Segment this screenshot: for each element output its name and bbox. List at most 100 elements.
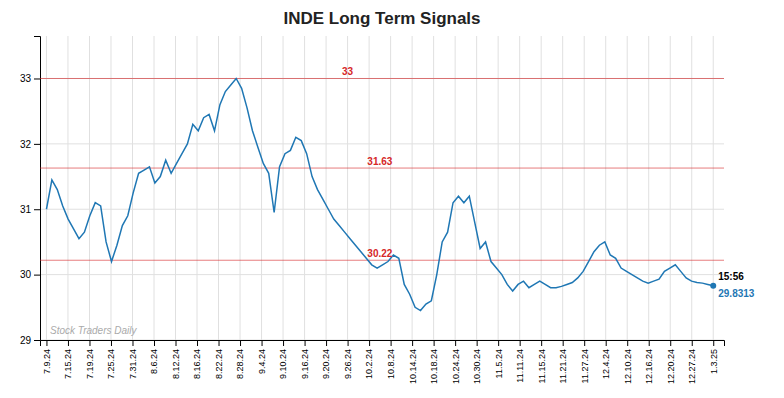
x-tick-label: 10.14.24 (407, 349, 417, 384)
x-tick-mark (412, 340, 413, 346)
y-tick-mark (34, 340, 40, 341)
x-tick: 8.16.24 (192, 340, 202, 379)
y-tick-label: 31 (20, 204, 32, 215)
signal-line (40, 260, 724, 261)
x-tick: 12.10.24 (623, 340, 633, 384)
x-tick-label: 7.15.24 (63, 349, 73, 379)
x-tick-label: 10.18.24 (429, 349, 439, 384)
grid-line (304, 36, 305, 340)
x-tick: 7.9.24 (42, 340, 52, 374)
signal-label: 30.22 (367, 248, 392, 259)
x-tick: 11.27.24 (580, 340, 590, 383)
grid-line (627, 36, 628, 340)
x-tick-label: 8.12.24 (171, 349, 181, 379)
x-tick-label: 11.27.24 (580, 349, 590, 383)
x-tick-label: 8.6.24 (149, 349, 159, 374)
x-tick-label: 8.22.24 (214, 349, 224, 379)
x-tick: 10.14.24 (407, 340, 417, 384)
labels: 3331.6330.22Stock Traders Daily15:5629.8… (50, 66, 755, 336)
grid-line (648, 36, 649, 340)
x-tick-label: 9.20.24 (321, 349, 331, 379)
x-tick: 7.19.24 (85, 340, 95, 379)
x-tick: 12.16.24 (644, 340, 654, 384)
x-tick-label: 10.2.24 (364, 349, 374, 379)
grid-line (132, 36, 133, 340)
y-tick-label: 32 (20, 139, 32, 150)
y-tick: 33 (20, 73, 40, 84)
y-axis-line (34, 37, 41, 341)
marks (40, 78, 724, 310)
x-tick-mark (348, 340, 349, 346)
x-tick: 12.4.24 (601, 340, 611, 379)
grid-line (154, 36, 155, 340)
y-tick: 31 (20, 204, 40, 215)
x-tick-label: 7.25.24 (106, 349, 116, 379)
x-tick: 9.26.24 (343, 340, 353, 379)
x-tick-mark (46, 340, 47, 346)
grid-line (519, 36, 520, 340)
grid-line (89, 36, 90, 340)
x-tick: 12.20.24 (666, 340, 676, 384)
x-tick-mark (670, 340, 671, 346)
x-tick-label: 10.8.24 (386, 349, 396, 379)
x-tick-mark (627, 340, 628, 346)
x-tick-label: 12.20.24 (666, 349, 676, 384)
x-tick-mark (391, 340, 392, 346)
grid-line (40, 78, 724, 79)
x-tick-label: 9.16.24 (300, 349, 310, 379)
grid-line (40, 274, 724, 275)
watermark: Stock Traders Daily (50, 325, 138, 336)
plot-area: 7.9.24 7.15.24 7.19.24 7.25.24 7.31.24 8.6.24… (20, 36, 755, 384)
x-tick-mark (541, 340, 542, 346)
x-axis-line (41, 341, 725, 347)
x-tick-mark (563, 340, 564, 346)
x-tick-label: 11.15.24 (537, 349, 547, 383)
x-tick-mark (434, 340, 435, 346)
y-tick-mark (34, 144, 40, 145)
x-tick-label: 11.11.24 (515, 349, 525, 383)
x-tick-label: 7.31.24 (128, 349, 138, 379)
x-axis: 7.9.24 7.15.24 7.19.24 7.25.24 7.31.24 8.6.24… (41, 340, 725, 384)
y-tick-label: 30 (20, 269, 32, 280)
x-tick-mark (68, 340, 69, 346)
x-tick-mark (305, 340, 306, 346)
x-tick-mark (262, 340, 263, 346)
x-tick: 11.11.24 (515, 340, 525, 383)
x-tick-label: 12.27.24 (687, 349, 697, 384)
x-tick-label: 10.30.24 (472, 349, 482, 384)
grid-line (240, 36, 241, 340)
x-tick-mark (520, 340, 521, 346)
x-tick: 8.22.24 (214, 340, 224, 379)
grid-line (110, 36, 111, 340)
grid-line (46, 36, 47, 340)
x-tick: 8.28.24 (235, 340, 245, 379)
chart: 7.9.24 7.15.24 7.19.24 7.25.24 7.31.24 8.6.24… (0, 0, 784, 398)
grid-line (455, 36, 456, 340)
y-tick: 32 (20, 139, 40, 150)
title: INDE Long Term Signals (283, 9, 480, 28)
grid-line (691, 36, 692, 340)
x-tick: 10.24.24 (451, 340, 461, 384)
x-tick-label: 7.9.24 (42, 349, 52, 374)
x-tick-mark (219, 340, 220, 346)
y-tick: 30 (20, 269, 40, 280)
x-tick-label: 8.28.24 (235, 349, 245, 379)
grid-line (476, 36, 477, 340)
x-tick: 10.2.24 (364, 340, 374, 379)
x-tick-label: 1.3.25 (709, 349, 719, 374)
x-tick: 11.5.24 (494, 340, 504, 378)
grid-line (412, 36, 413, 340)
grid-line (498, 36, 499, 340)
x-tick: 9.4.24 (257, 340, 267, 374)
grid-line (175, 36, 176, 340)
x-tick-mark (132, 340, 133, 346)
x-tick-mark (713, 340, 714, 346)
x-tick: 7.31.24 (128, 340, 138, 379)
y-tick: 29 (20, 335, 40, 346)
x-tick: 7.15.24 (63, 340, 73, 379)
x-tick: 11.21.24 (558, 340, 568, 383)
y-tick-label: 29 (20, 335, 32, 346)
x-tick-mark (649, 340, 650, 346)
grid-line (197, 36, 198, 340)
x-tick: 9.10.24 (278, 340, 288, 379)
